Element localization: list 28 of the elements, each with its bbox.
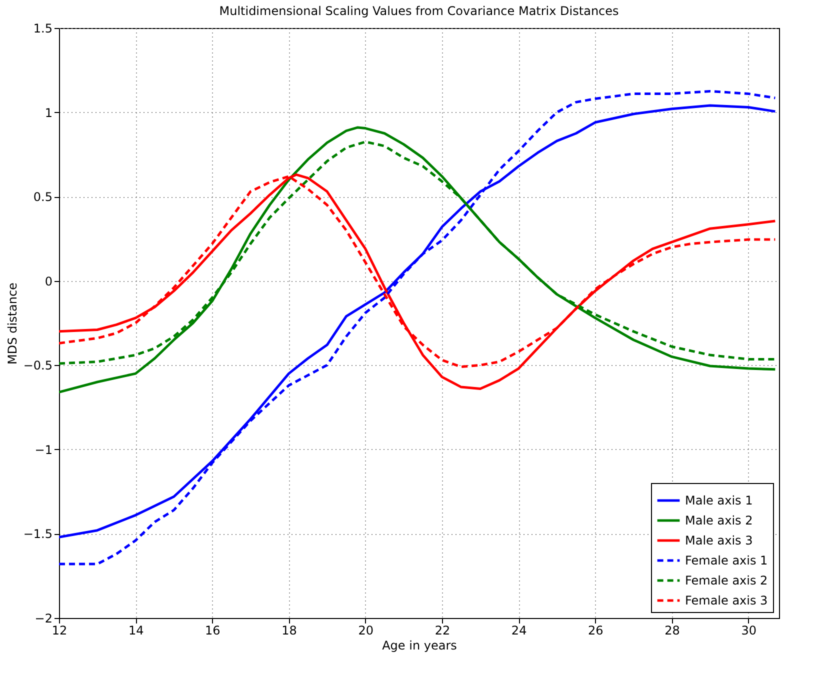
x-tick-label: 12 — [52, 624, 68, 638]
x-tick-label: 30 — [741, 624, 756, 638]
x-tick-label: 22 — [434, 624, 450, 638]
y-tick-label: −1.5 — [23, 527, 52, 542]
chart-title: Multidimensional Scaling Values from Covariance Matrix Distances — [219, 4, 619, 18]
legend-label: Female axis 2 — [685, 574, 768, 588]
y-tick-label: 0 — [44, 274, 52, 288]
y-tick-label: 1.5 — [33, 22, 52, 36]
legend-label: Male axis 3 — [685, 534, 753, 548]
x-tick-label: 26 — [588, 624, 604, 638]
y-tick-label: 0.5 — [33, 190, 52, 204]
line-series — [59, 126, 776, 394]
y-tick-label: −1 — [34, 442, 52, 457]
y-axis-title: MDS distance — [5, 282, 20, 364]
legend-label: Female axis 3 — [685, 594, 768, 608]
legend-label: Male axis 2 — [685, 514, 753, 528]
y-tick-label: −2 — [34, 612, 52, 626]
legend-label: Male axis 1 — [685, 494, 753, 508]
x-tick-label: 28 — [664, 624, 680, 638]
x-tick-label: 24 — [511, 624, 527, 638]
y-tick-label: −0.5 — [23, 358, 52, 373]
y-tick-label: 1 — [44, 106, 52, 120]
x-axis-title: Age in years — [382, 638, 457, 652]
x-tick-label: 16 — [205, 624, 220, 638]
x-tick-label: 14 — [128, 624, 144, 638]
x-tick-label: 18 — [282, 624, 297, 638]
legend-label: Female axis 1 — [685, 554, 768, 568]
x-tick-label: 20 — [358, 624, 374, 638]
